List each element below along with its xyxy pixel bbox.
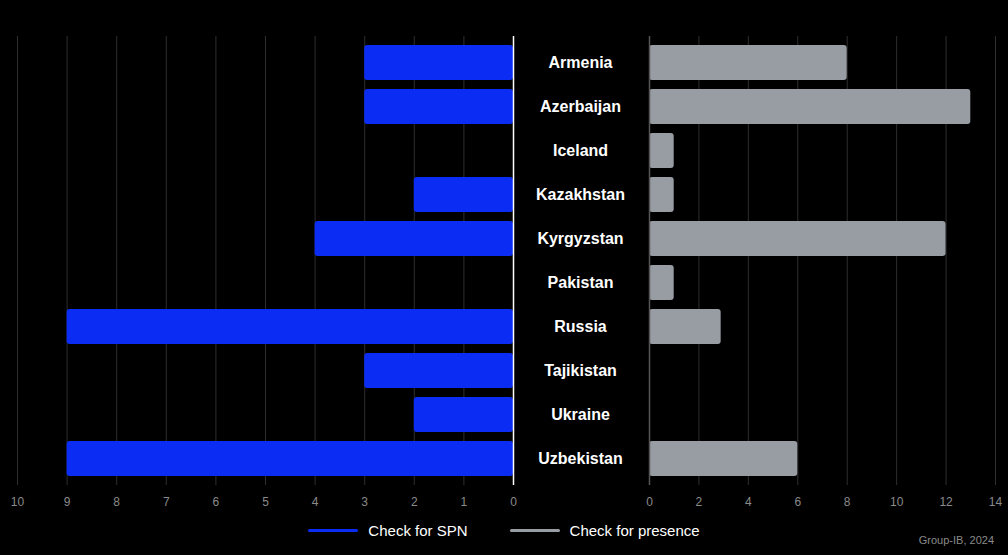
svg-text:Armenia: Armenia — [548, 54, 612, 71]
svg-text:Azerbaijan: Azerbaijan — [540, 98, 621, 115]
svg-text:Kazakhstan: Kazakhstan — [536, 186, 625, 203]
svg-text:10: 10 — [11, 495, 25, 509]
svg-text:1: 1 — [461, 495, 468, 509]
svg-text:12: 12 — [939, 495, 953, 509]
svg-text:9: 9 — [64, 495, 71, 509]
html-text:Check for presence: Check for presence — [569, 522, 700, 539]
svg-text:4: 4 — [312, 495, 319, 509]
svg-text:Iceland: Iceland — [553, 142, 608, 159]
svg-text:0: 0 — [646, 495, 653, 509]
svg-text:8: 8 — [113, 495, 120, 509]
svg-text:Russia: Russia — [554, 318, 607, 335]
svg-text:8: 8 — [844, 495, 851, 509]
svg-text:0: 0 — [510, 495, 517, 509]
svg-text:Tajikistan: Tajikistan — [544, 362, 617, 379]
svg-text:14: 14 — [989, 495, 1003, 509]
svg-text:7: 7 — [163, 495, 170, 509]
svg-text:Kyrgyzstan: Kyrgyzstan — [537, 230, 623, 247]
svg-text:Pakistan: Pakistan — [548, 274, 614, 291]
svg-text:3: 3 — [361, 495, 368, 509]
svg-text:5: 5 — [262, 495, 269, 509]
svg-text:2: 2 — [411, 495, 418, 509]
html-text:Group-IB, 2024: Group-IB, 2024 — [918, 534, 994, 546]
svg-text:Uzbekistan: Uzbekistan — [538, 450, 622, 467]
svg-text:6: 6 — [213, 495, 220, 509]
svg-text:10: 10 — [890, 495, 904, 509]
html-text:Check for SPN: Check for SPN — [368, 522, 468, 539]
svg-text:2: 2 — [696, 495, 703, 509]
svg-text:Ukraine: Ukraine — [551, 406, 610, 423]
svg-text:6: 6 — [794, 495, 801, 509]
svg-text:4: 4 — [745, 495, 752, 509]
